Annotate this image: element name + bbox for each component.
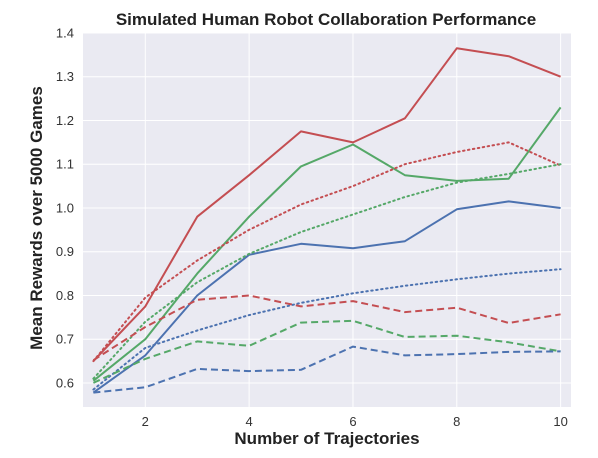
- x-tick-label: 8: [453, 414, 460, 429]
- series-line-4-dotted: [92, 141, 562, 363]
- y-tick-label: 1.1: [56, 157, 74, 172]
- y-tick-label: 1.2: [56, 113, 74, 128]
- x-tick-label: 10: [553, 414, 567, 429]
- y-tick-label: 0.9: [56, 244, 74, 259]
- y-tick-label: 0.7: [56, 332, 74, 347]
- grid: [83, 32, 571, 407]
- series-line-1-solid: [92, 47, 561, 362]
- series-line-7-dashed: [92, 294, 561, 362]
- y-axis-label: Mean Rewards over 5000 Games: [27, 86, 46, 350]
- series-layer: [92, 47, 562, 394]
- series-line-6-dotted: [92, 268, 562, 391]
- tick-labels: 2 4 6 8 10 0.6 0.7 0.8 0.9 1.0 1.1 1.2 1.3 1.4: [56, 26, 568, 430]
- y-tick-label: 1.4: [56, 26, 74, 41]
- series-line-8-dashed: [92, 319, 561, 384]
- chart-title: Simulated Human Robot Collaboration Perf…: [116, 10, 536, 29]
- series-line-5-dotted: [92, 163, 562, 380]
- y-tick-label: 1.3: [56, 69, 74, 84]
- x-axis-label: Number of Trajectories: [234, 429, 419, 448]
- y-tick-label: 0.6: [56, 375, 74, 390]
- series-line-2-solid: [92, 106, 562, 382]
- x-tick-label: 4: [246, 414, 253, 429]
- y-tick-label: 0.8: [56, 288, 74, 303]
- series-line-9-dashed: [93, 345, 561, 394]
- x-tick-label: 6: [349, 414, 356, 429]
- series-line-3-solid: [92, 200, 561, 394]
- y-tick-label: 1.0: [56, 200, 74, 215]
- x-tick-label: 2: [142, 414, 149, 429]
- plot-background: [83, 33, 571, 407]
